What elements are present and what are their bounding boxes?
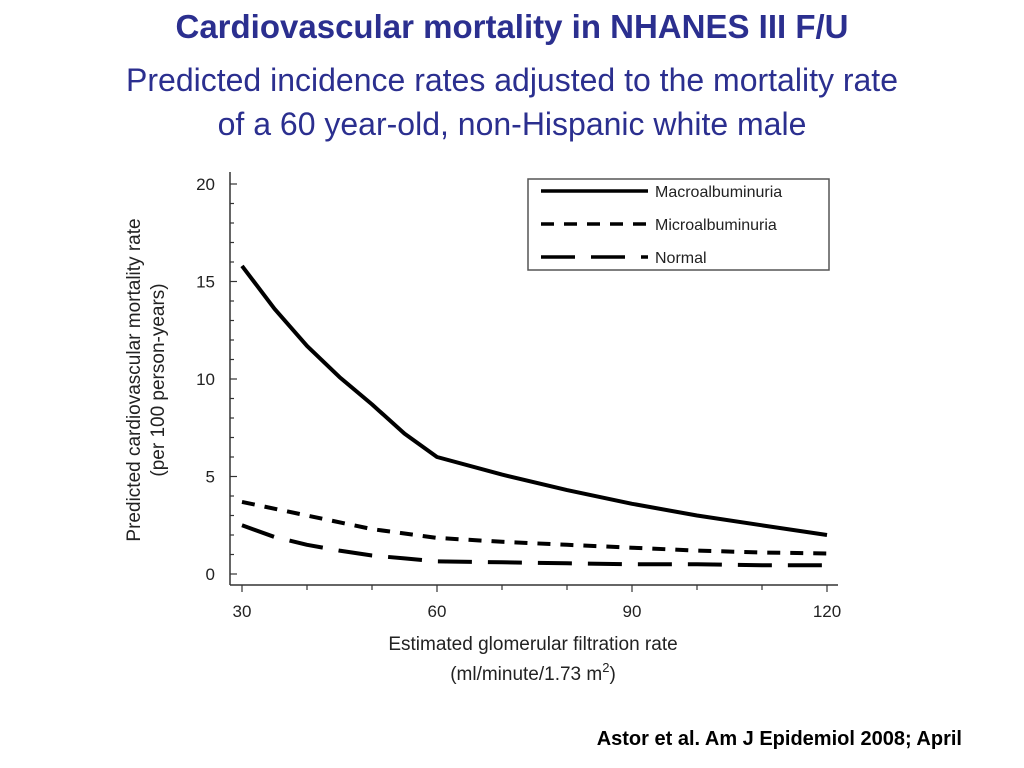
series-line-microalbuminuria bbox=[241, 499, 828, 556]
legend: Macroalbuminuria Microalbuminuria Normal bbox=[527, 178, 830, 271]
x-tick-labels: 30 60 90 120 bbox=[233, 602, 842, 621]
y-tick-labels: 0 5 10 15 20 bbox=[196, 175, 215, 584]
y-axis-label-line-1: Predicted cardiovascular mortality rate bbox=[124, 218, 145, 541]
legend-label: Microalbuminuria bbox=[655, 217, 777, 234]
x-tick-label: 30 bbox=[233, 602, 252, 621]
legend-box bbox=[527, 178, 830, 271]
x-axis-label-superscript: 2 bbox=[602, 660, 609, 675]
subtitle-line-2: of a 60 year-old, non-Hispanic white mal… bbox=[217, 106, 807, 142]
slide-title: Cardiovascular mortality in NHANES III F… bbox=[175, 8, 849, 45]
legend-label: Macroalbuminuria bbox=[655, 184, 782, 201]
chart-axes bbox=[229, 172, 838, 592]
citation: Astor et al. Am J Epidemiol 2008; April bbox=[596, 728, 962, 750]
y-tick-label: 5 bbox=[206, 468, 215, 487]
y-tick-label: 10 bbox=[196, 370, 215, 389]
x-tick-label: 120 bbox=[813, 602, 841, 621]
legend-label: Normal bbox=[655, 250, 707, 267]
series-line-macroalbuminuria bbox=[240, 264, 828, 537]
y-tick-label: 20 bbox=[196, 175, 215, 194]
x-tick-label: 60 bbox=[428, 602, 447, 621]
y-axis-label-line-2: (per 100 person-years) bbox=[148, 283, 169, 476]
x-axis-label-unit: (ml/minute/1.73 m bbox=[450, 664, 602, 685]
series-line-normal bbox=[241, 523, 827, 568]
x-tick-label: 90 bbox=[623, 602, 642, 621]
slide-subtitle: Predicted incidence rates adjusted to th… bbox=[20, 58, 1004, 146]
subtitle-line-1: Predicted incidence rates adjusted to th… bbox=[126, 62, 898, 98]
y-tick-label: 15 bbox=[196, 273, 215, 292]
y-tick-label: 0 bbox=[206, 565, 215, 584]
x-axis-label-close: ) bbox=[609, 664, 615, 685]
x-axis-label-line-1: Estimated glomerular filtration rate bbox=[388, 634, 677, 655]
x-axis-label-line-2: (ml/minute/1.73 m2) bbox=[450, 660, 616, 685]
series-layer bbox=[240, 264, 828, 568]
